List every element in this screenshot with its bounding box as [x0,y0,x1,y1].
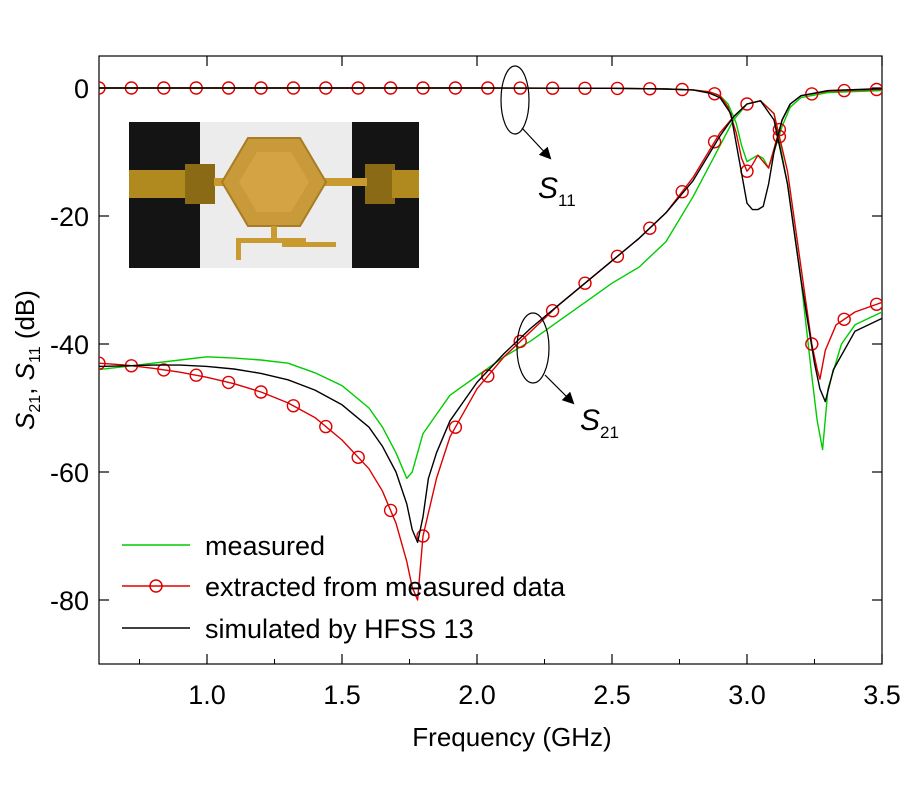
x-tick-label: 2.0 [458,680,496,710]
series-extracted-from-measured-data-s21-marker [416,529,430,543]
s21-ellipse [516,312,550,384]
y-tick-label: -60 [50,458,89,488]
series-extracted-from-measured-data-s11-marker [772,122,787,137]
series-extracted-from-measured-data-s21-marker [578,276,592,290]
series-extracted-from-measured-data-s21-marker [448,420,463,434]
series-extracted-from-measured-data-s21-marker [383,503,398,518]
y-axis-title: S21, S11 (dB) [10,290,44,430]
x-tick-label: 3.5 [863,680,900,710]
series-extracted-from-measured-data-s21-marker [319,419,333,434]
series-extracted-from-measured-data-s21-marker [286,399,301,413]
series-extracted-from-measured-data-s21-marker [837,312,851,326]
series-extracted-from-measured-data-s21-marker [513,334,527,349]
filter-photo-inset [129,122,419,268]
series-simulated-by-hfss-13-s21-line [99,100,882,544]
series-extracted-from-measured-data-s21-marker [99,356,106,370]
series-extracted-from-measured-data-s21-marker [157,363,171,377]
series-extracted-from-measured-data-s21-marker [254,385,268,399]
series-simulated-by-hfss-13-s11-line [99,87,882,211]
s11-label: S11 [538,172,576,210]
s11-arrow [521,127,552,160]
y-tick-label: 0 [74,74,89,104]
y-axis: 0 -20 -40 -60 -80 [50,74,882,616]
series-extracted-from-measured-data-s21-marker [707,135,722,149]
x-tick-label: 3.0 [728,680,766,710]
legend: measured extracted from measured data si… [122,531,566,644]
s21-arrow [544,374,575,405]
series-extracted-from-measured-data-s21-marker [351,450,365,464]
s21-annotation: S21 [516,312,619,442]
series-extracted-from-measured-data-s21-marker [610,249,625,263]
x-tick-label: 2.5 [593,680,631,710]
y-tick-label: -20 [50,202,89,232]
s11-ellipse [500,65,530,135]
legend-marker-extracted [149,579,163,593]
x-axis: 1.0 1.5 2.0 2.5 3.0 3.5 [139,56,900,710]
series-extracted-from-measured-data-s21-marker [189,368,203,382]
x-tick-label: 1.5 [323,680,361,710]
x-axis-title: Frequency (GHz) [412,722,611,752]
legend-label-extracted: extracted from measured data [205,572,566,602]
x-tick-label: 1.0 [188,680,226,710]
legend-label-measured: measured [205,531,325,561]
legend-label-simulated: simulated by HFSS 13 [205,614,474,644]
y-tick-label: -80 [50,586,89,616]
series-extracted-from-measured-data-s21-marker [643,221,657,235]
plot-frame [98,55,883,665]
series-extracted-from-measured-data-s11-marker [707,87,722,101]
s11-annotation: S11 [500,65,576,210]
series-layer [99,81,882,601]
series-extracted-from-measured-data-s21-marker [221,375,236,390]
series-extracted-from-measured-data-s21-marker [869,297,882,311]
series-extracted-from-measured-data-s11-marker [805,87,819,101]
series-extracted-from-measured-data-s21-marker [545,304,560,318]
s21-label: S21 [580,404,619,442]
series-extracted-from-measured-data-s21-marker [740,97,754,111]
series-extracted-from-measured-data-s21-marker [675,184,689,199]
y-tick-label: -40 [50,330,89,360]
